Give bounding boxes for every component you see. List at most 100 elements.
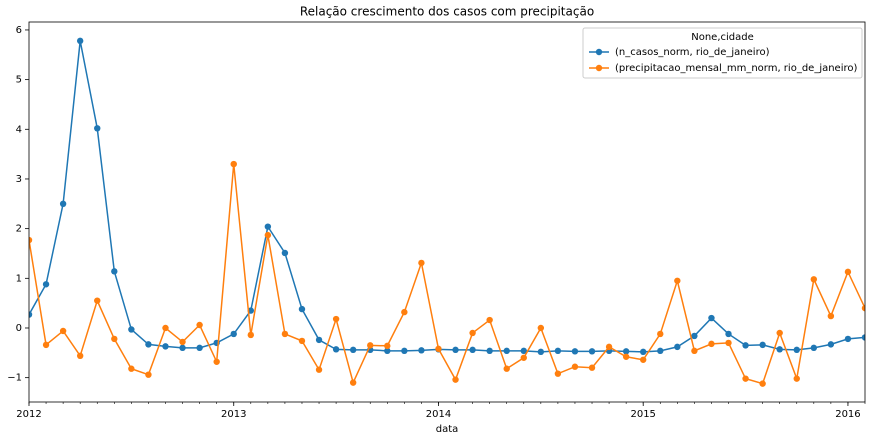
data-point: [94, 297, 101, 304]
data-point: [793, 346, 800, 354]
data-point: [554, 347, 562, 355]
data-point: [298, 305, 306, 313]
legend-box: [582, 27, 863, 79]
y-tick-label: 3: [16, 174, 22, 185]
data-point: [29, 311, 33, 318]
data-point: [554, 370, 562, 377]
data-point: [281, 249, 289, 257]
data-point: [367, 342, 374, 349]
data-point: [281, 330, 289, 338]
data-point: [418, 259, 425, 267]
data-point: [776, 346, 783, 353]
data-point: [213, 358, 220, 365]
data-point: [42, 281, 50, 288]
data-point: [401, 347, 408, 355]
data-point: [384, 342, 391, 350]
y-tick-label: 0: [16, 323, 22, 334]
data-point: [469, 346, 476, 354]
data-point: [537, 348, 545, 356]
data-point: [264, 231, 272, 239]
legend-swatch-marker: [595, 64, 603, 72]
data-point: [332, 315, 340, 323]
data-point: [657, 347, 664, 355]
data-point: [827, 312, 835, 320]
data-point: [349, 379, 357, 386]
data-point: [537, 324, 545, 332]
data-point: [827, 341, 835, 348]
data-point: [861, 304, 865, 312]
data-point: [145, 371, 152, 378]
data-point: [742, 342, 749, 349]
data-point: [111, 335, 118, 343]
data-point: [247, 331, 254, 339]
data-point: [384, 347, 391, 355]
data-point: [332, 346, 340, 353]
data-point: [708, 314, 715, 322]
data-point: [810, 276, 818, 283]
x-tick-label: 2016: [835, 409, 860, 420]
data-point: [759, 380, 766, 387]
data-point: [844, 268, 852, 276]
data-point: [452, 376, 459, 383]
data-point: [725, 330, 732, 338]
plot-frame: [28, 21, 866, 403]
data-point: [776, 329, 783, 337]
data-point: [691, 332, 698, 340]
data-point: [179, 344, 186, 352]
data-point: [657, 330, 664, 338]
data-point: [162, 324, 169, 332]
data-point: [640, 356, 647, 363]
data-point: [708, 340, 715, 348]
x-tick-label: 2012: [16, 409, 41, 420]
data-point: [435, 345, 442, 353]
data-point: [162, 343, 169, 350]
data-point: [520, 347, 527, 355]
data-point: [111, 268, 118, 275]
data-point: [196, 321, 203, 329]
data-point: [59, 200, 67, 208]
data-point: [520, 354, 527, 361]
data-point: [401, 308, 408, 316]
data-point: [810, 344, 818, 352]
data-point: [861, 334, 865, 341]
data-point: [264, 223, 272, 230]
y-tick-label: 6: [16, 25, 22, 36]
data-point: [503, 347, 510, 355]
y-tick-label: 2: [16, 224, 22, 235]
data-point: [42, 341, 50, 349]
data-point: [571, 363, 579, 370]
data-point: [588, 348, 596, 355]
data-point: [230, 330, 237, 338]
chart-title: Relação crescimento dos casos com precip…: [300, 5, 594, 19]
data-point: [622, 353, 630, 360]
data-point: [452, 346, 459, 354]
data-point: [844, 335, 852, 343]
data-point: [605, 343, 613, 351]
data-point: [486, 316, 493, 324]
data-point: [418, 347, 425, 354]
x-tick-label: 2014: [426, 409, 451, 420]
data-point: [315, 336, 323, 344]
data-point: [128, 326, 135, 333]
y-tick-label: 1: [16, 273, 22, 284]
data-point: [349, 346, 357, 354]
data-point: [725, 339, 732, 347]
data-point: [76, 37, 84, 45]
data-point: [588, 364, 596, 371]
x-tick-label: 2015: [630, 409, 655, 420]
data-point: [76, 352, 84, 360]
y-tick-label: −1: [7, 373, 22, 384]
data-point: [145, 341, 152, 348]
data-point: [230, 160, 237, 168]
x-axis-label: data: [436, 424, 459, 435]
data-point: [94, 125, 101, 132]
data-point: [486, 347, 493, 355]
data-point: [59, 327, 67, 335]
plot-area: [29, 37, 865, 387]
data-point: [29, 236, 33, 244]
data-point: [691, 347, 698, 355]
data-point: [742, 375, 749, 382]
y-tick-label: 5: [16, 75, 22, 86]
data-point: [298, 337, 306, 345]
